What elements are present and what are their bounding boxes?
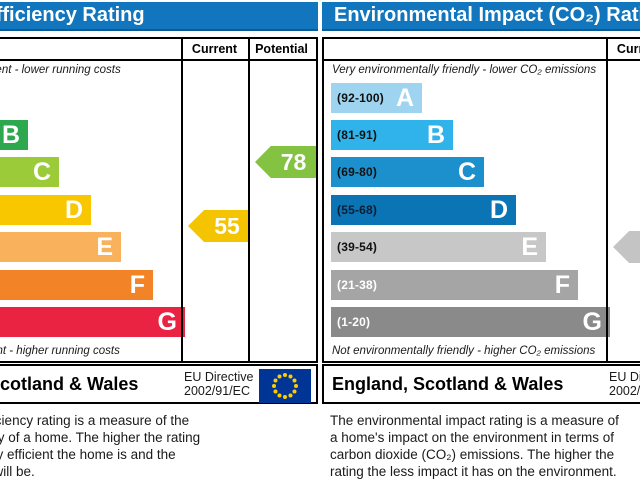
footer-box: England, Scotland & Wales EU Directive 2…: [322, 364, 640, 404]
band-e: (39-54) E: [0, 232, 121, 262]
header-row-divider: [0, 59, 316, 61]
eu-directive-label: EU Directive 2002/91/EC: [609, 370, 640, 398]
band-letter: F: [129, 271, 145, 299]
band-letter: E: [96, 233, 113, 261]
region-label: England, Scotland & Wales: [0, 374, 139, 394]
description-line: The environmental impact rating is a mea…: [330, 413, 619, 428]
footer-box: England, Scotland & Wales EU Directive 2…: [0, 364, 318, 404]
band-letter: B: [426, 121, 445, 149]
band-g: (1-20) G: [0, 307, 185, 337]
description-text: The environmental impact rating is a mea…: [330, 412, 619, 480]
eu-directive-line1: EU Directive: [184, 370, 254, 384]
description-text: The energy efficiency rating is a measur…: [0, 412, 200, 480]
band-letter: E: [521, 233, 538, 261]
description-line: carbon dioxide (CO₂) emissions. The high…: [330, 447, 615, 462]
description-line: a home's impact on the environment in te…: [330, 430, 614, 445]
panel-title: Environmental Impact (CO₂) Rating: [322, 2, 640, 31]
band-range-label: (81-91): [337, 128, 378, 142]
energy-efficiency-panel: Energy Efficiency Rating Current Potenti…: [0, 0, 318, 480]
description-line: the more energy efficient the home is an…: [0, 447, 176, 462]
panel-title: Energy Efficiency Rating: [0, 2, 318, 31]
band-letter: G: [582, 308, 602, 336]
eu-directive-line2: 2002/91/EC: [184, 384, 251, 398]
environmental-impact-panel: Environmental Impact (CO₂) Rating Curren…: [322, 0, 640, 480]
current-column-header: Current: [616, 42, 640, 56]
region-label: England, Scotland & Wales: [332, 374, 564, 394]
band-d: (55-68) D: [0, 195, 91, 225]
band-range-label: (92-100): [337, 91, 384, 105]
header-row-divider: [324, 59, 640, 61]
band-f: (21-38) F: [0, 270, 153, 300]
band-letter: A: [395, 84, 414, 112]
band-letter: G: [157, 308, 177, 336]
potential-rating-value: 78: [280, 149, 307, 175]
band-g: (1-20) G: [331, 307, 610, 337]
description-line: overall efficiency of a home. The higher…: [0, 430, 201, 445]
rating-table: Current Potential Very energy efficient …: [0, 37, 318, 363]
current-column-header: Current: [191, 42, 238, 56]
top-note: Very environmentally friendly - lower CO…: [332, 64, 597, 76]
eu-directive-line1: EU Directive: [609, 370, 640, 384]
band-letter: F: [554, 271, 570, 299]
band-range-label: (21-38): [337, 278, 378, 292]
band-range-label: (55-68): [337, 203, 378, 217]
eu-flag-icon: [259, 369, 311, 403]
top-note: Very energy efficient - lower running co…: [0, 64, 121, 76]
band-letter: D: [489, 196, 508, 224]
band-letter: B: [1, 121, 20, 149]
current-rating-value: 55: [214, 213, 240, 239]
band-d: (55-68) D: [331, 195, 516, 225]
band-a: (92-100) A: [331, 83, 422, 113]
eu-directive-line2: 2002/91/EC: [609, 384, 640, 398]
description-line: rating the less impact it has on the env…: [330, 464, 617, 479]
band-c: (69-80) C: [0, 157, 59, 187]
band-letter: C: [32, 158, 51, 186]
potential-column-header: Potential: [255, 42, 308, 56]
band-range-label: (39-54): [337, 240, 378, 254]
eu-directive-label: EU Directive 2002/91/EC: [184, 370, 253, 398]
band-c: (69-80) C: [331, 157, 484, 187]
bottom-note: Not environmentally friendly - higher CO…: [332, 345, 596, 357]
band-b: (81-91) B: [0, 120, 28, 150]
rating-table: Current Potential Very environmentally f…: [322, 37, 640, 363]
current-rating-arrow: [613, 231, 640, 263]
current-column-divider: [606, 39, 608, 361]
band-letter: D: [64, 196, 83, 224]
band-b: (81-91) B: [331, 120, 453, 150]
band-letter: C: [457, 158, 476, 186]
potential-rating-arrow: 78: [255, 146, 316, 178]
band-f: (21-38) F: [331, 270, 578, 300]
description-line: lower fuel bills will be.: [0, 464, 35, 479]
current-rating-arrow: 55: [188, 210, 250, 242]
band-range-label: (69-80): [337, 165, 378, 179]
description-line: The energy efficiency rating is a measur…: [0, 413, 190, 428]
bottom-note: Not energy efficient - higher running co…: [0, 345, 120, 357]
band-range-label: (1-20): [337, 315, 371, 329]
potential-column-divider: [248, 39, 250, 361]
current-column-divider: [181, 39, 183, 361]
band-e: (39-54) E: [331, 232, 546, 262]
